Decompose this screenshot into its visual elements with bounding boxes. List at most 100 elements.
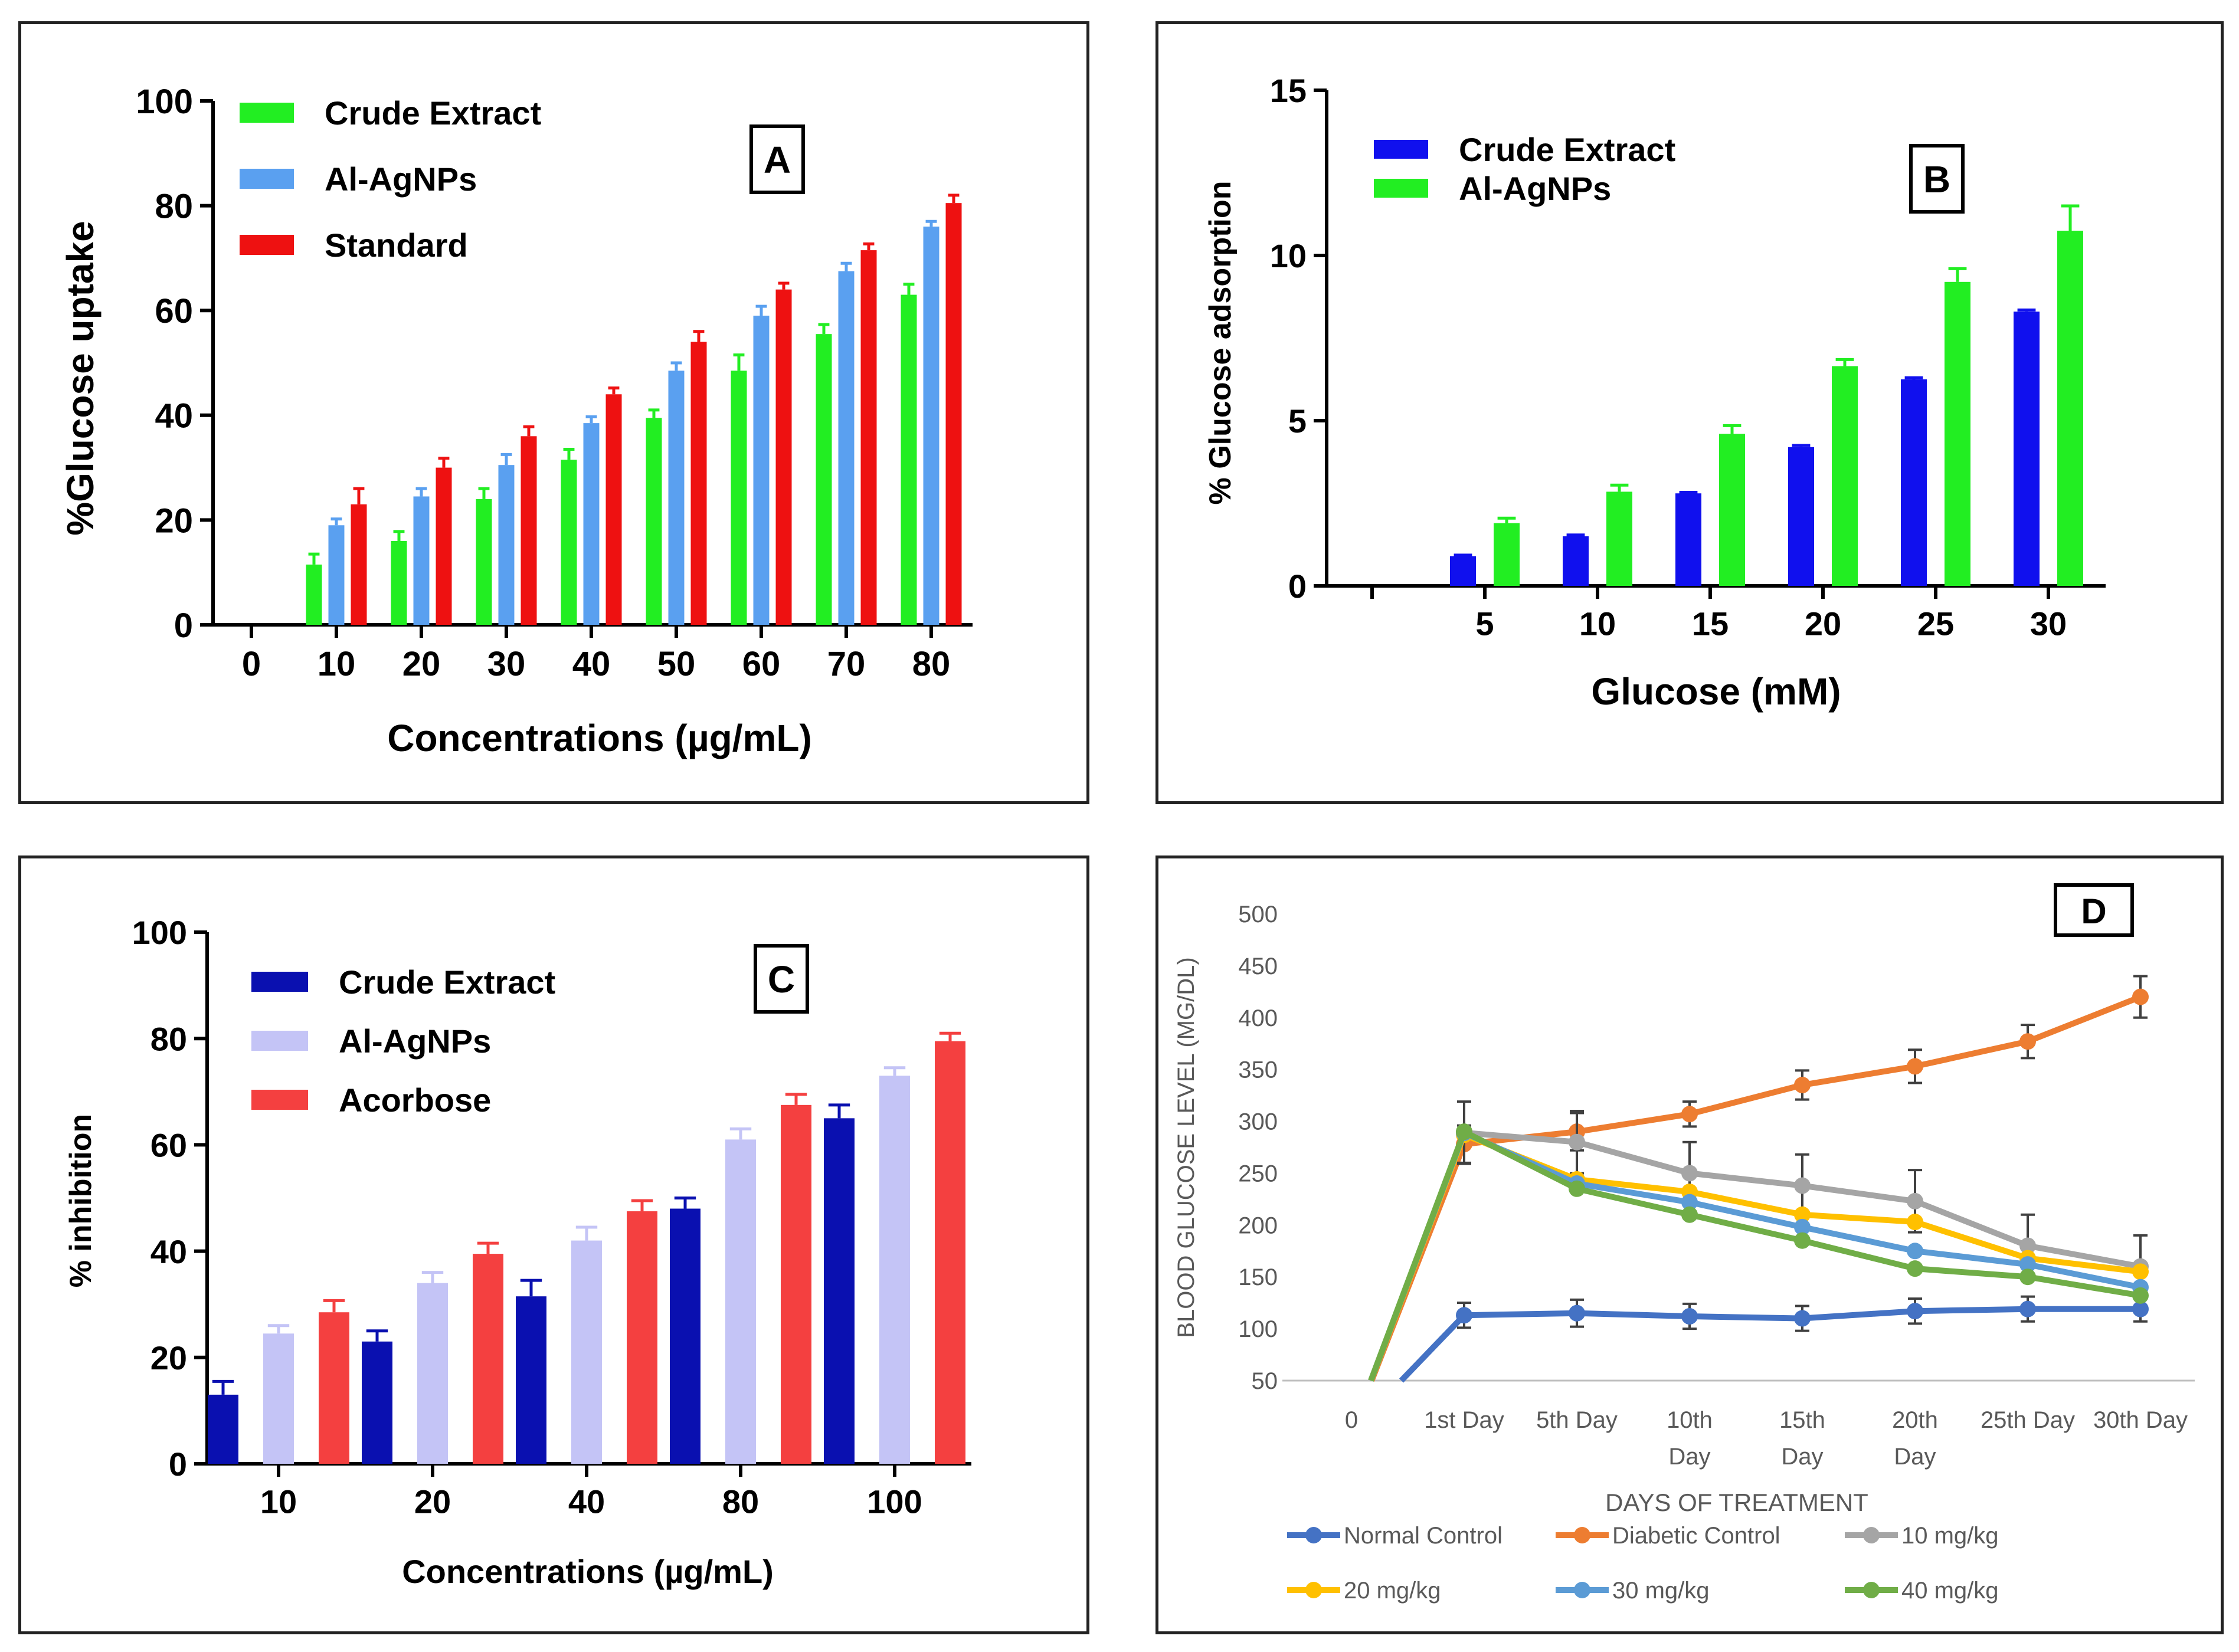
x-tick-label: 70 [827, 645, 866, 683]
y-tick-label: 100 [132, 914, 187, 951]
x-tick-label: 20 [414, 1483, 451, 1520]
panel-label: D [2081, 891, 2106, 931]
legend-label: 40 mg/kg [1901, 1578, 1999, 1604]
x-tick-label: 25 [1917, 605, 1954, 643]
x-tick-label: 10th [1667, 1407, 1713, 1433]
y-tick-label: 80 [155, 187, 193, 225]
bar [436, 467, 452, 625]
bar [670, 1208, 700, 1464]
bar [1606, 491, 1632, 586]
y-tick-label: 250 [1238, 1161, 1278, 1186]
legend-marker [1863, 1527, 1880, 1543]
y-tick-label: 10 [1270, 237, 1307, 274]
x-tick-label: 100 [867, 1483, 922, 1520]
x-tick-label: 60 [742, 645, 781, 683]
y-tick-label: 15 [1270, 72, 1307, 109]
y-tick-label: 40 [155, 397, 193, 435]
y-tick-label: 450 [1238, 953, 1278, 979]
data-point [2132, 1300, 2149, 1317]
x-tick-label: 10 [1579, 605, 1616, 643]
data-point [2019, 1268, 2036, 1286]
legend-label: Acorbose [339, 1081, 491, 1119]
data-point [1681, 1308, 1698, 1325]
y-tick-label: 500 [1238, 902, 1278, 927]
data-point [2019, 1237, 2036, 1254]
bar [583, 423, 600, 625]
x-axis-title: Concentrations (µg/mL) [387, 717, 812, 759]
x-axis-title: Concentrations (µg/mL) [402, 1553, 774, 1590]
legend-label: Crude Extract [325, 94, 541, 132]
bar [1450, 556, 1476, 586]
x-tick-label: 30 [2030, 605, 2067, 643]
x-axis-title: DAYS OF TREATMENT [1605, 1489, 1868, 1516]
series-line [1368, 1129, 2141, 1382]
legend-marker [1863, 1582, 1880, 1598]
x-axis-title: Glucose (mM) [1591, 670, 1841, 713]
x-tick-label: 50 [657, 645, 696, 683]
bar [208, 1394, 238, 1464]
chart-c: 0 20 40 60 80 100 10 20 40 80 100 Concentrations (µ… [64, 914, 971, 1590]
chart-b: 0 5 10 15 5 10 15 20 25 30 Glucose (mM) % Glucose a… [1203, 72, 2106, 713]
x-tick-label: 40 [568, 1483, 605, 1520]
bar [2014, 312, 2040, 586]
bar [417, 1283, 448, 1464]
y-axis-title: % inhibition [64, 1114, 98, 1288]
y-tick-label: 0 [169, 1446, 187, 1483]
bar [306, 564, 322, 625]
legend-marker [1574, 1582, 1590, 1598]
y-tick-label: 60 [150, 1127, 187, 1164]
y-tick-label: 350 [1238, 1057, 1278, 1083]
data-point [2019, 1300, 2036, 1317]
legend-label: Crude Extract [1459, 131, 1675, 168]
y-axis-title: % Glucose adsorption [1203, 181, 1238, 505]
data-point [1794, 1206, 1811, 1223]
x-tick-label: 20th [1892, 1407, 1938, 1433]
bar [627, 1211, 657, 1464]
bar [391, 540, 407, 625]
bar [571, 1240, 602, 1464]
bar [879, 1076, 910, 1464]
legend-swatch [251, 1090, 308, 1110]
x-tick-label: 80 [912, 645, 951, 683]
y-tick-label: 80 [150, 1020, 187, 1057]
data-point [2019, 1256, 2036, 1273]
data-point [1794, 1232, 1811, 1249]
legend-marker [1574, 1527, 1590, 1543]
bar [521, 436, 537, 625]
bar [646, 418, 662, 625]
bar [775, 289, 792, 625]
x-tick-label: 5 [1475, 605, 1494, 643]
data-point [1907, 1058, 1923, 1075]
bar [860, 250, 877, 625]
x-tick-label: 40 [572, 645, 611, 683]
y-axis-title: BLOOD GLUCOSE LEVEL (MG/DL) [1173, 957, 1199, 1338]
legend-marker [1305, 1527, 1322, 1543]
bar [945, 203, 962, 625]
x-tick-label: 20 [1805, 605, 1841, 643]
series-line [1369, 994, 2142, 1382]
legend-label: 30 mg/kg [1612, 1578, 1710, 1604]
x-tick-label: 10 [317, 645, 356, 683]
series-line [1368, 1129, 2141, 1382]
y-tick-label: 0 [174, 607, 193, 645]
chart-a: 0 20 40 60 80 100 0 10 20 30 40 50 60 70 80 Concentrati… [59, 83, 973, 759]
bar [351, 504, 367, 625]
x-tick-label: 1st Day [1424, 1407, 1504, 1433]
bar [2057, 231, 2083, 586]
bar [781, 1104, 811, 1464]
legend-swatch [240, 169, 294, 189]
bar [725, 1139, 756, 1464]
data-point [2132, 988, 2149, 1005]
bar [731, 371, 747, 625]
bar [690, 342, 707, 625]
y-tick-label: 0 [1288, 568, 1307, 605]
panel-label-box [1909, 144, 1965, 214]
x-tick-label: 0 [242, 645, 261, 683]
x-tick-label: 30th Day [2093, 1407, 2188, 1433]
legend-label: Al-AgNPs [325, 160, 477, 198]
bar [476, 499, 492, 625]
bar [362, 1341, 392, 1464]
data-point [1569, 1304, 1585, 1322]
bar [1563, 536, 1589, 586]
y-tick-label: 100 [136, 83, 193, 121]
